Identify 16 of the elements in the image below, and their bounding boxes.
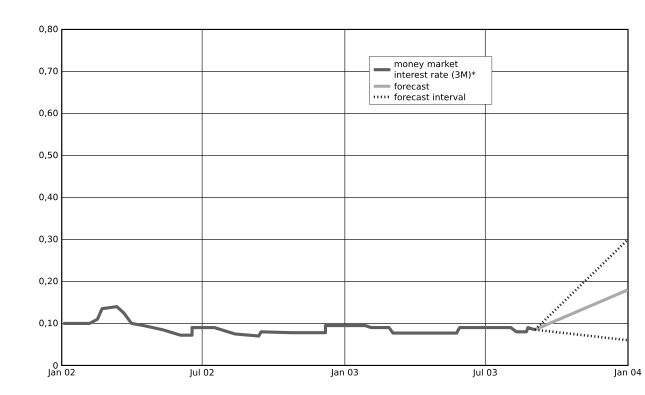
y-tick-label: 0,70 [39, 68, 58, 76]
legend-label: forecast [394, 82, 430, 90]
y-tick-label: 0,80 [39, 26, 58, 34]
y-tick-label: 0,40 [39, 194, 58, 202]
y-tick-label: 0,60 [39, 110, 58, 118]
x-tick-label: Jul 03 [472, 368, 497, 378]
x-tick-label: Jan 04 [614, 368, 642, 378]
x-tick-label: Jan 02 [48, 368, 75, 378]
y-tick-label: 0,20 [39, 278, 58, 286]
y-tick-label: 0,10 [39, 320, 58, 328]
y-tick-label: 0 [53, 362, 58, 369]
x-tick-label: Jul 02 [189, 368, 214, 378]
y-tick-label: 0,30 [39, 236, 58, 244]
y-tick-label: 0,50 [39, 152, 58, 160]
legend-label: forecast interval [394, 94, 466, 100]
x-tick-label: Jan 03 [330, 368, 358, 378]
